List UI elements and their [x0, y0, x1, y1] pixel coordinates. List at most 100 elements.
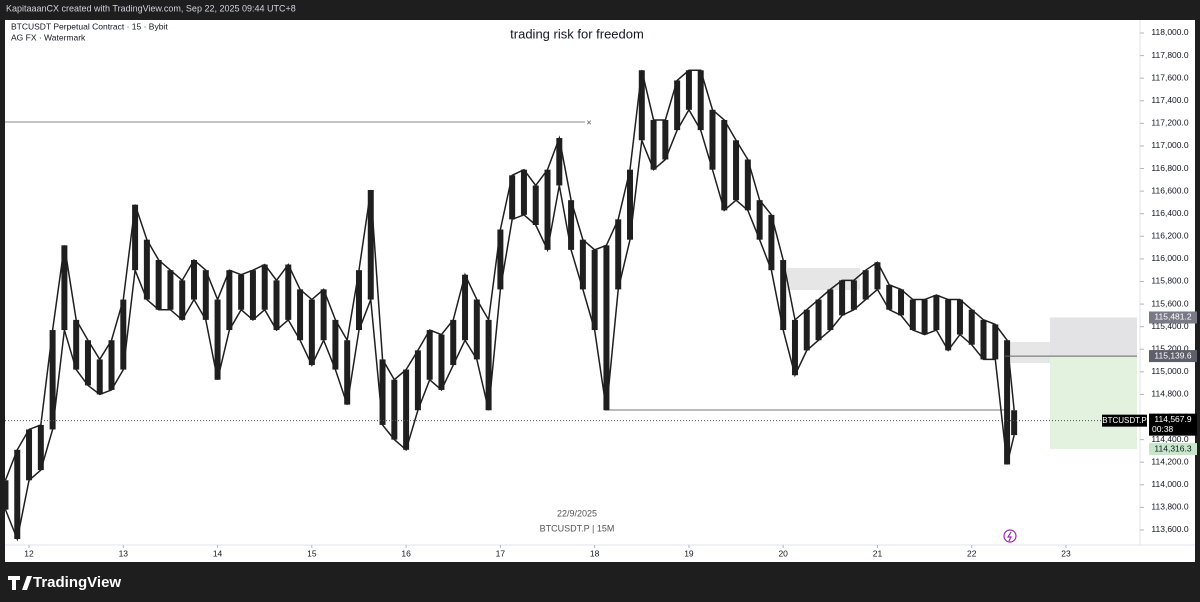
indicator-info: AG FX · Watermark [11, 32, 86, 42]
countdown: 00:38 [1152, 424, 1174, 434]
candle-range [261, 264, 268, 310]
candle-range [568, 200, 575, 250]
candle-range [862, 270, 869, 300]
x-tick-label: 14 [213, 548, 223, 558]
stop-zone [1050, 317, 1137, 357]
candle-range [249, 270, 256, 320]
y-tick-label: 117,400.0 [1151, 95, 1188, 105]
alert-icon-bolt [1006, 531, 1012, 542]
x-tick-label: 20 [778, 548, 788, 558]
x-tick-label: 21 [873, 548, 883, 558]
candle-range [155, 260, 162, 310]
y-tick-label: 115,400.0 [1151, 321, 1188, 331]
candle-range [403, 369, 410, 450]
candle-range [615, 219, 622, 290]
candle-range [84, 340, 91, 386]
low-line [4, 108, 1015, 542]
x-tick-label: 15 [307, 548, 317, 558]
candle-range [827, 289, 834, 331]
plot [2, 69, 1018, 542]
symbol-tag: BTCUSDT.P [1102, 416, 1146, 425]
candle-range [933, 295, 940, 331]
candle-range [1011, 410, 1018, 436]
y-tick-label: 114,200.0 [1151, 456, 1188, 466]
candle-range [650, 119, 657, 170]
candle-range [355, 270, 362, 331]
x-tick-label: 22 [967, 548, 977, 558]
y-tick-label: 113,600.0 [1151, 524, 1188, 534]
candle-range [497, 229, 504, 290]
candle-range [73, 319, 80, 370]
candle-range [367, 189, 374, 300]
y-tick-label: 115,200.0 [1151, 344, 1188, 354]
candle-range [120, 299, 127, 370]
y-tick-label: 115,600.0 [1151, 298, 1188, 308]
candle-range [968, 309, 975, 345]
entry-tag: 115,139.6 [1154, 350, 1191, 360]
candle-range [509, 175, 516, 220]
candle-range [26, 429, 33, 481]
candle-range [839, 280, 846, 316]
candle-range [697, 70, 704, 131]
alert-icon[interactable] [1003, 529, 1017, 543]
chart-title: trading risk for freedom [510, 26, 644, 41]
y-tick-label: 114,800.0 [1151, 389, 1188, 399]
y-tick-label: 116,800.0 [1151, 163, 1188, 173]
candle-range [850, 280, 857, 310]
y-tick-label: 115,800.0 [1151, 276, 1188, 286]
candle-range [238, 274, 245, 310]
symbol-tag-bg [1102, 414, 1147, 427]
watermark-date: 22/9/2025 [557, 508, 597, 518]
candle-range [744, 159, 751, 211]
candle-range [450, 319, 457, 366]
candle-range [438, 334, 445, 390]
entry-tag-bg [1149, 350, 1197, 363]
y-tick-label: 117,200.0 [1151, 118, 1188, 128]
header: KapitaaanCX created with TradingView.com… [6, 3, 296, 13]
candle-range [49, 330, 56, 430]
candle-range [520, 169, 527, 215]
candle-range [320, 289, 327, 341]
candle-range [132, 204, 139, 271]
candle-range [485, 319, 492, 411]
candle-range [768, 214, 775, 271]
y-tick-label: 117,600.0 [1151, 72, 1188, 82]
candle-range [898, 289, 905, 316]
candle-range [61, 245, 68, 331]
candle-range [709, 109, 716, 170]
candle-range [344, 340, 351, 405]
candle-range [909, 299, 916, 331]
x-tick-label: 19 [684, 548, 694, 558]
zone [787, 268, 860, 290]
y-tick-label: 116,400.0 [1151, 208, 1188, 218]
stop-tag: 115,481.2 [1154, 312, 1191, 322]
target-zone [1050, 356, 1137, 450]
x-tick-label: 23 [1061, 548, 1071, 558]
candle-range [685, 70, 692, 110]
x-tick-label: 13 [119, 548, 129, 558]
candle-range [674, 80, 681, 131]
candle-range [780, 260, 787, 331]
y-tick-label: 116,000.0 [1151, 253, 1188, 263]
candle-range [980, 319, 987, 360]
candle-range [956, 299, 963, 335]
candle-range [297, 289, 304, 341]
symbol-info: BTCUSDT Perpetual Contract · 15 · Bybit [11, 21, 168, 31]
candle-range [556, 138, 563, 186]
candle-range [273, 280, 280, 331]
candle-range [285, 264, 292, 320]
candle-range [226, 270, 233, 331]
x-tick-label: 18 [590, 548, 600, 558]
candle-range [2, 480, 9, 510]
candle-range [662, 119, 669, 160]
y-tick-label: 114,000.0 [1151, 479, 1188, 489]
brand-logo [8, 576, 32, 590]
candle-range [756, 200, 763, 240]
candle-range [721, 119, 728, 211]
candle-range [791, 319, 798, 376]
stop-tag-bg [1149, 311, 1197, 324]
last-price-tag: 114,567.9 [1154, 414, 1191, 424]
candle-range [544, 169, 551, 250]
candle-range [379, 359, 386, 425]
